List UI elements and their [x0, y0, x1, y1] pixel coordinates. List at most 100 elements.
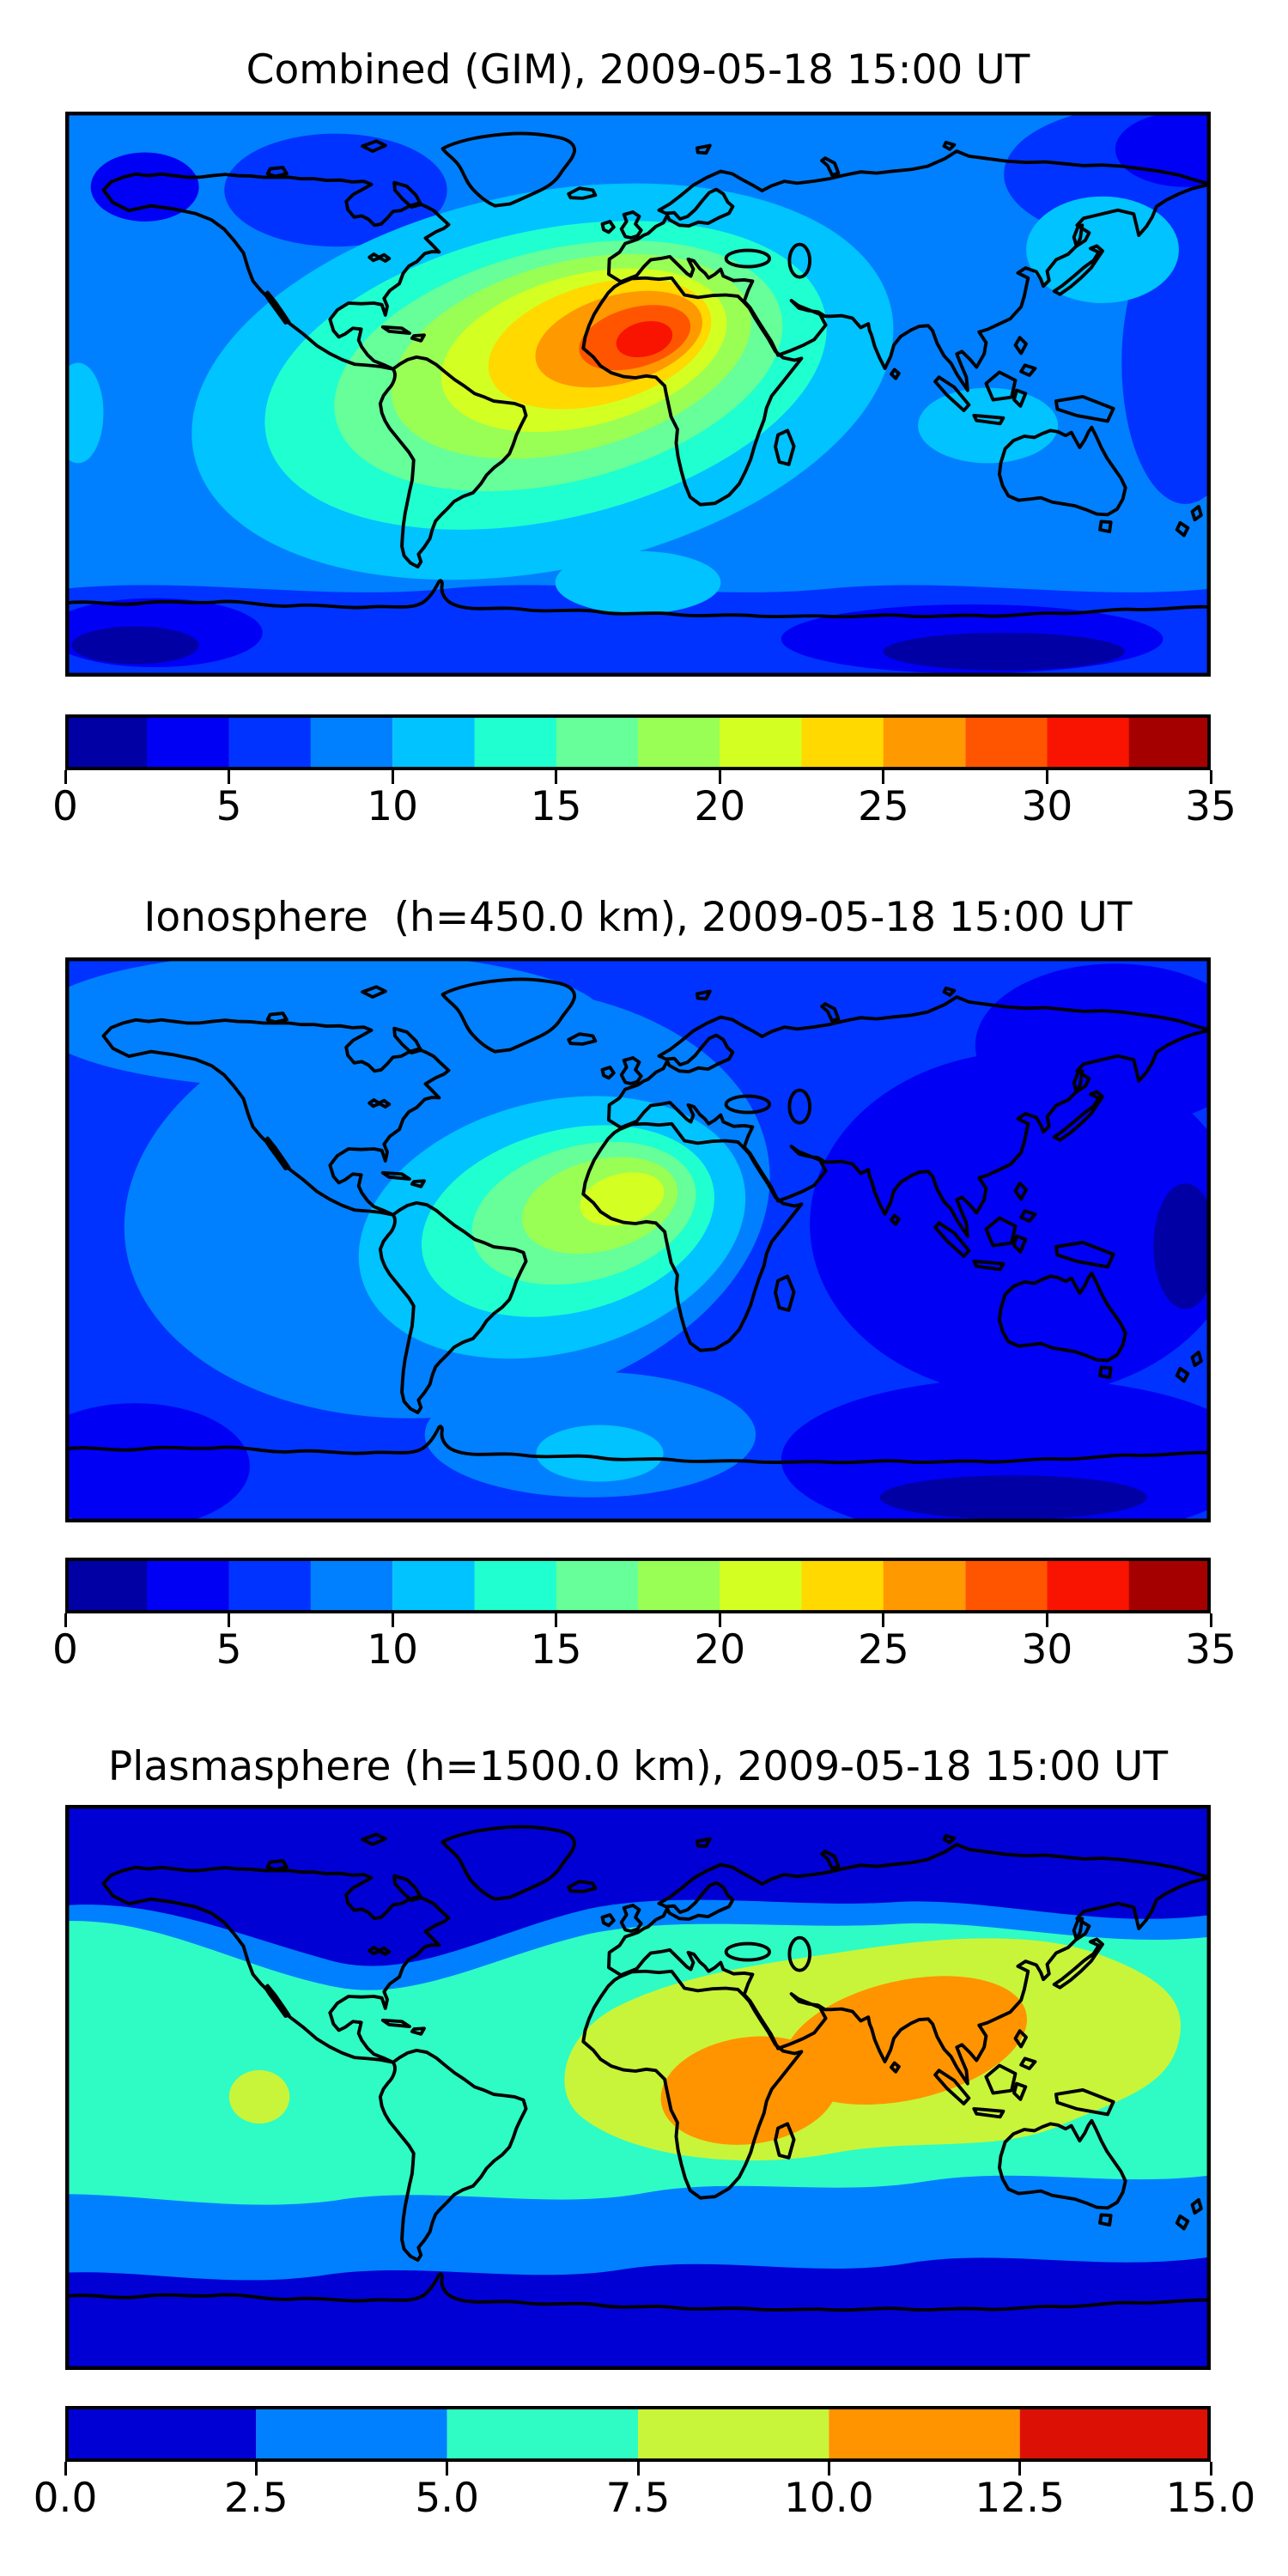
colorbar-segment [883, 714, 966, 770]
colorbar-tick-label: 15.0 [1165, 2475, 1256, 2522]
colorbar-tick-label: 30 [1021, 1626, 1073, 1674]
colorbar-tick-label: 10 [367, 783, 418, 830]
colorbar-segment [310, 1558, 393, 1613]
colorbar-tick [1209, 770, 1212, 784]
colorbar-tick [718, 770, 721, 784]
colorbar-tick-label: 15 [530, 783, 582, 830]
colorbar-segment [310, 714, 393, 770]
colorbar-tick [555, 1613, 558, 1627]
colorbar-frame [65, 714, 1211, 770]
colorbar-segment [638, 1558, 720, 1613]
colorbar-segment [638, 2406, 829, 2462]
colorbar-tick-label: 25 [857, 783, 909, 830]
map-frame [65, 957, 1211, 1522]
contour-band [975, 963, 1211, 1127]
colorbar-segment [228, 714, 312, 770]
panel-2-colorbar [65, 1558, 1211, 1613]
colorbar-segment [147, 1558, 229, 1613]
colorbar-tick [64, 770, 67, 784]
colorbar-segment [65, 2406, 257, 2462]
colorbar-tick [718, 1613, 721, 1627]
colorbar-tick-label: 0 [52, 783, 78, 830]
colorbar-tick [636, 2462, 640, 2476]
contour-band [879, 1475, 1147, 1520]
colorbar-frame [65, 1558, 1211, 1613]
colorbar-tick [228, 770, 231, 784]
colorbar-segment [474, 1558, 557, 1613]
panel-1-title: Combined (GIM), 2009-05-18 15:00 UT [246, 46, 1030, 94]
contour-band [71, 626, 199, 665]
colorbar-tick [64, 2462, 67, 2476]
contour-band [536, 1425, 664, 1482]
panel-2-title: Ionosphere (h=450.0 km), 2009-05-18 15:0… [143, 894, 1133, 941]
colorbar-tick [1209, 2462, 1212, 2476]
colorbar-tick-label: 12.5 [975, 2475, 1066, 2522]
colorbar-tick [827, 2462, 830, 2476]
colorbar-tick-label: 7.5 [605, 2475, 671, 2522]
colorbar-tick-label: 5.0 [415, 2475, 480, 2522]
colorbar-segment [474, 714, 557, 770]
map-frame [65, 112, 1211, 677]
colorbar-tick-label: 20 [694, 783, 746, 830]
colorbar-tick [64, 1613, 67, 1627]
colorbar-tick-label: 0.0 [33, 2475, 98, 2522]
colorbar-segment [829, 2406, 1020, 2462]
colorbar-segment [883, 1558, 966, 1613]
colorbar-tick-label: 5 [216, 783, 242, 830]
colorbar-tick-label: 35 [1185, 1626, 1236, 1674]
colorbar-segment [638, 714, 720, 770]
colorbar-segment [256, 2406, 447, 2462]
colorbar-tick-label: 2.5 [223, 2475, 289, 2522]
colorbar-segment [720, 714, 802, 770]
colorbar-tick-label: 10.0 [783, 2475, 874, 2522]
colorbar-tick-label: 15 [530, 1626, 582, 1674]
panel-3-map [65, 1805, 1211, 2370]
colorbar-tick [555, 770, 558, 784]
colorbar-segment [447, 2406, 638, 2462]
colorbar-segment [1047, 714, 1130, 770]
colorbar-segment [965, 714, 1048, 770]
colorbar-tick-label: 5 [216, 1626, 242, 1674]
contour-band [228, 2069, 290, 2124]
colorbar-tick [882, 770, 885, 784]
contour-band [883, 632, 1125, 671]
colorbar-tick [446, 2462, 449, 2476]
colorbar-segment [801, 1558, 884, 1613]
panel-1-colorbar [65, 714, 1211, 770]
panel-1-map [65, 112, 1211, 677]
contour-band [555, 550, 721, 614]
colorbar-tick [254, 2462, 258, 2476]
colorbar-tick [1209, 1613, 1212, 1627]
colorbar-segment [1128, 1558, 1211, 1613]
contour-band [918, 387, 1059, 464]
contour-band [224, 133, 447, 247]
colorbar-segment [392, 1558, 475, 1613]
colorbar-tick [882, 1613, 885, 1627]
colorbar-segment [392, 714, 475, 770]
panel-3-colorbar [65, 2406, 1211, 2462]
colorbar-frame [65, 2406, 1211, 2462]
colorbar-tick [391, 770, 394, 784]
colorbar-segment [801, 714, 884, 770]
colorbar-segment [556, 714, 639, 770]
colorbar-segment [556, 1558, 639, 1613]
contour-band [65, 362, 104, 464]
colorbar-segment [65, 714, 148, 770]
contour-band [65, 1403, 250, 1522]
colorbar-tick-label: 20 [694, 1626, 746, 1674]
colorbar-tick [1045, 1613, 1048, 1627]
colorbar-segment [965, 1558, 1048, 1613]
colorbar-segment [1047, 1558, 1130, 1613]
contour-band [616, 320, 673, 358]
contour-band [65, 957, 606, 1090]
panel-2-map [65, 957, 1211, 1522]
colorbar-tick [391, 1613, 394, 1627]
colorbar-tick-label: 25 [857, 1626, 909, 1674]
colorbar-segment [1019, 2406, 1211, 2462]
colorbar-tick-label: 0 [52, 1626, 78, 1674]
colorbar-tick-label: 10 [367, 1626, 418, 1674]
colorbar-tick-label: 30 [1021, 783, 1073, 830]
map-frame [65, 1805, 1211, 2370]
colorbar-segment [720, 1558, 802, 1613]
